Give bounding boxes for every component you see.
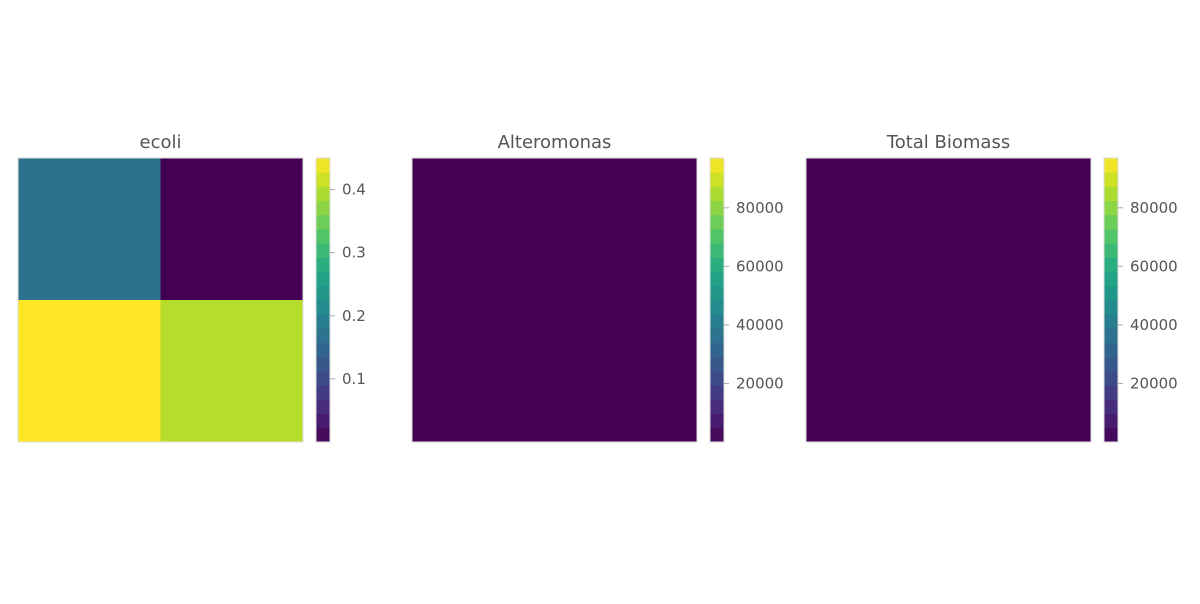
colorbar-segment xyxy=(316,399,330,415)
colorbar-tick-label: 60000 xyxy=(1130,257,1178,275)
colorbar-segment xyxy=(710,271,724,287)
colorbar-segment xyxy=(710,257,724,273)
colorbar-segment xyxy=(710,214,724,230)
colorbar-segment xyxy=(710,385,724,400)
colorbar-segment xyxy=(316,229,330,244)
colorbar-tick-label: 80000 xyxy=(1130,199,1178,217)
colorbar-segment xyxy=(710,186,724,202)
colorbar-frame xyxy=(709,157,725,443)
colorbar-segment xyxy=(316,342,330,358)
colorbar-frame xyxy=(1103,157,1119,443)
colorbar-segment xyxy=(710,172,724,187)
colorbar-segment xyxy=(316,371,330,386)
plot-frame xyxy=(805,157,1092,443)
heatmap-panel-3: Total Biomass 20000 40000 60000 80000 xyxy=(805,132,1178,443)
colorbar-segment xyxy=(316,300,330,315)
colorbar-segment xyxy=(316,328,330,344)
colorbar-segment xyxy=(1104,200,1118,216)
colorbar-segment xyxy=(1104,328,1118,344)
heatmap-panel-1: ecoli 0.1 0.2 0.3 0.4 xyxy=(17,132,366,443)
colorbar-tick-label: 40000 xyxy=(736,316,784,334)
colorbar-tick-label: 0.1 xyxy=(342,370,366,388)
colorbar-segment xyxy=(1104,356,1118,372)
chart-title: ecoli xyxy=(140,132,182,153)
colorbar-segment xyxy=(316,243,330,258)
colorbar-tick-label: 20000 xyxy=(736,374,784,392)
colorbar-tick-label: 0.3 xyxy=(342,244,366,262)
colorbar-tick-label: 0.4 xyxy=(342,181,366,199)
colorbar-segment xyxy=(316,158,330,173)
plot-frame xyxy=(411,157,698,443)
colorbar-segment xyxy=(1104,172,1118,187)
colorbar-segment xyxy=(710,285,724,301)
colorbar-segment xyxy=(316,186,330,202)
plot-frame xyxy=(17,157,304,443)
colorbar-segment xyxy=(316,271,330,287)
colorbar-segment xyxy=(316,200,330,216)
colorbar-segment xyxy=(710,314,724,329)
colorbar-segment xyxy=(710,229,724,244)
colorbar-frame xyxy=(315,157,331,443)
colorbar-tick-label: 40000 xyxy=(1130,316,1178,334)
colorbar-segment xyxy=(1104,342,1118,358)
colorbar-segment xyxy=(710,300,724,315)
colorbar-segment xyxy=(316,356,330,372)
colorbar-segment xyxy=(316,285,330,301)
colorbar-segment xyxy=(1104,385,1118,400)
heatmap-cell xyxy=(412,158,698,443)
colorbar-segment xyxy=(1104,186,1118,202)
colorbar-segment xyxy=(1104,214,1118,230)
colorbar-segment xyxy=(710,427,724,443)
heatmap-cell xyxy=(160,158,304,301)
colorbar-segment xyxy=(1104,314,1118,329)
heatmap-cell xyxy=(18,158,161,301)
colorbar-segment xyxy=(316,413,330,429)
colorbar-segment xyxy=(1104,285,1118,301)
chart-title: Total Biomass xyxy=(886,132,1010,153)
colorbar-segment xyxy=(710,413,724,429)
colorbar-segment xyxy=(316,214,330,230)
heatmap-cell xyxy=(18,300,161,443)
colorbar-tick-label: 20000 xyxy=(1130,374,1178,392)
colorbar-segment xyxy=(1104,243,1118,258)
colorbar-segment xyxy=(1104,158,1118,173)
colorbar-segment xyxy=(1104,413,1118,429)
colorbar-segment xyxy=(316,427,330,443)
colorbar-segment xyxy=(710,200,724,216)
colorbar-segment xyxy=(1104,399,1118,415)
colorbar-segment xyxy=(710,243,724,258)
colorbar-segment xyxy=(1104,229,1118,244)
chart-title: Alteromonas xyxy=(498,132,612,153)
colorbar-segment xyxy=(1104,371,1118,386)
colorbar-segment xyxy=(710,399,724,415)
colorbar-segment xyxy=(710,371,724,386)
colorbar-tick-label: 0.2 xyxy=(342,307,366,325)
colorbar-segment xyxy=(1104,257,1118,273)
colorbar-segment xyxy=(1104,300,1118,315)
colorbar-segment xyxy=(316,257,330,273)
colorbar-segment xyxy=(710,356,724,372)
colorbar-segment xyxy=(316,385,330,400)
heatmap-cell xyxy=(160,300,304,443)
colorbar-segment xyxy=(710,158,724,173)
colorbar-segment xyxy=(316,172,330,187)
colorbar-segment xyxy=(1104,427,1118,443)
colorbar-segment xyxy=(710,328,724,344)
colorbar-segment xyxy=(316,314,330,329)
colorbar-segment xyxy=(710,342,724,358)
colorbar-segment xyxy=(1104,271,1118,287)
colorbar-tick-label: 80000 xyxy=(736,199,784,217)
heatmap-panel-2: Alteromonas 20000 40000 60000 80000 xyxy=(411,132,784,443)
colorbar-tick-label: 60000 xyxy=(736,257,784,275)
heatmap-cell xyxy=(806,158,1092,443)
